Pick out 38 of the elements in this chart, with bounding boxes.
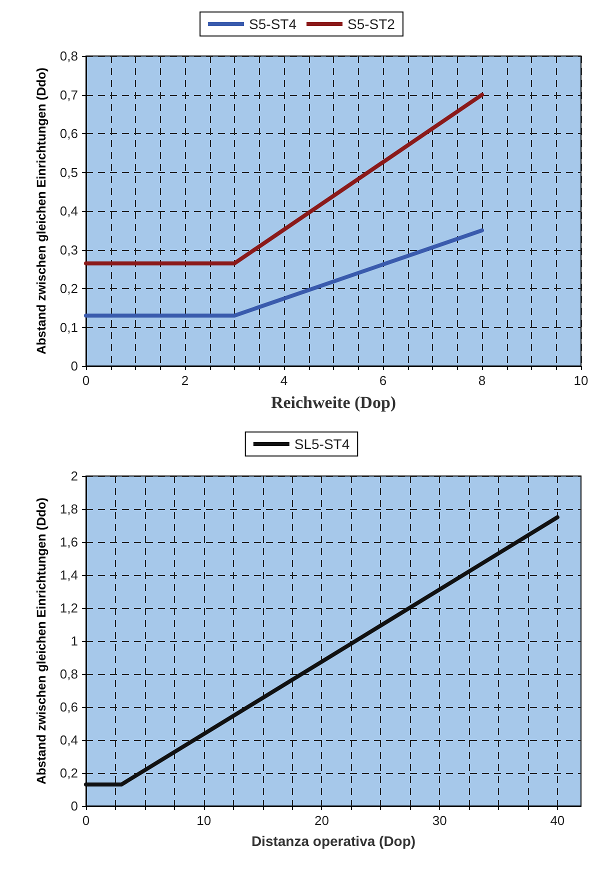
y-tick-label: 1	[70, 634, 78, 648]
x-tick-label: 6	[379, 373, 387, 388]
x-tick-label: 2	[181, 373, 189, 388]
x-tick-label: 40	[550, 813, 565, 828]
x-tick-label: 30	[432, 813, 447, 828]
y-axis-title: Abstand zwischen gleichen Einrichtungen (Ddo)	[34, 498, 48, 784]
x-tick-label: 8	[478, 373, 486, 388]
x-tick-label: 0	[82, 813, 90, 828]
y-tick-label: 0,1	[60, 320, 78, 335]
y-tick-label: 0,2	[60, 766, 78, 780]
x-tick-label: 10	[196, 813, 212, 828]
y-tick-label: 0,6	[60, 126, 78, 141]
y-tick-label: 2	[70, 468, 78, 484]
legend-label: S5-ST2	[348, 16, 396, 32]
y-tick-label: 0,5	[60, 164, 78, 180]
y-tick-label: 0,8	[60, 666, 78, 682]
y-tick-label: 1,8	[60, 502, 78, 516]
y-tick-label: 0,2	[60, 281, 78, 296]
x-tick-label: 20	[314, 813, 329, 828]
y-tick-label: 0	[70, 798, 78, 814]
legend-label: S5-ST4	[249, 16, 297, 32]
y-tick-label: 0,8	[60, 48, 78, 64]
y-tick-label: 1,4	[60, 568, 78, 582]
y-tick-label: 0,4	[60, 204, 78, 218]
y-tick-label: 1,6	[60, 534, 78, 550]
y-axis-title: Abstand zwischen gleichen Einrichtungen (Ddo)	[34, 68, 48, 354]
x-axis-title: Reichweite (Dop)	[270, 393, 396, 412]
legend-label: SL5-ST4	[294, 436, 350, 452]
x-tick-label: 0	[82, 373, 90, 388]
x-tick-label: 4	[280, 373, 288, 388]
y-tick-label: 0,3	[60, 242, 78, 258]
y-tick-label: 0	[70, 358, 78, 374]
x-tick-label: 10	[574, 373, 588, 388]
y-tick-label: 0,6	[60, 700, 78, 714]
x-axis-title: Distanza operativa (Dop)	[251, 833, 416, 849]
y-tick-label: 0,4	[60, 732, 78, 748]
y-tick-label: 0,7	[60, 87, 78, 102]
y-tick-label: 1,2	[60, 600, 78, 616]
